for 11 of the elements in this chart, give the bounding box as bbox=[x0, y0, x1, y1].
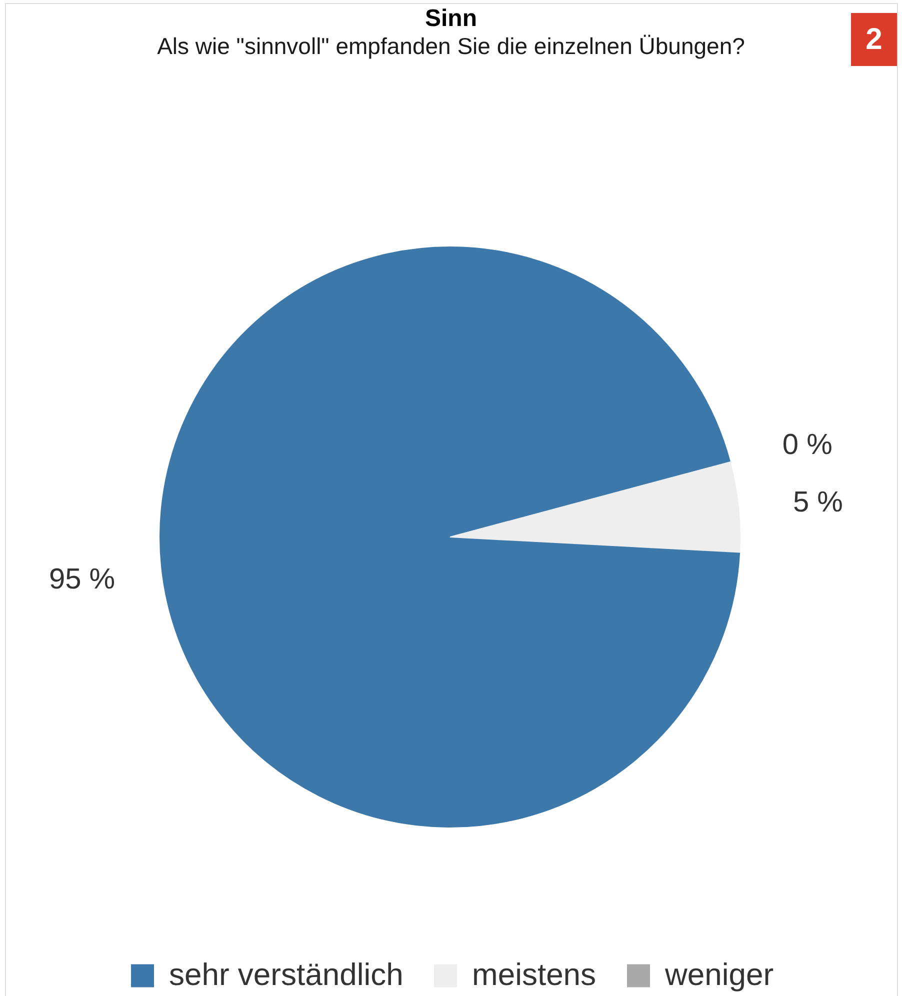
pie-slice bbox=[160, 246, 740, 828]
text: 0 % bbox=[782, 429, 832, 462]
chart-subtitle: Als wie "sinnvoll" empfanden Sie die einzelnen Übungen? bbox=[157, 33, 745, 59]
data-label: 95 % bbox=[48, 564, 116, 596]
data-label: 5 % bbox=[792, 486, 843, 518]
legend-label: meistens bbox=[472, 956, 596, 992]
legend-label: weniger bbox=[664, 956, 774, 992]
chart-title: Sinn bbox=[425, 5, 477, 32]
legend-label: sehr verständlich bbox=[169, 956, 404, 992]
pie-slice bbox=[450, 461, 740, 553]
text: 2 bbox=[866, 23, 882, 56]
